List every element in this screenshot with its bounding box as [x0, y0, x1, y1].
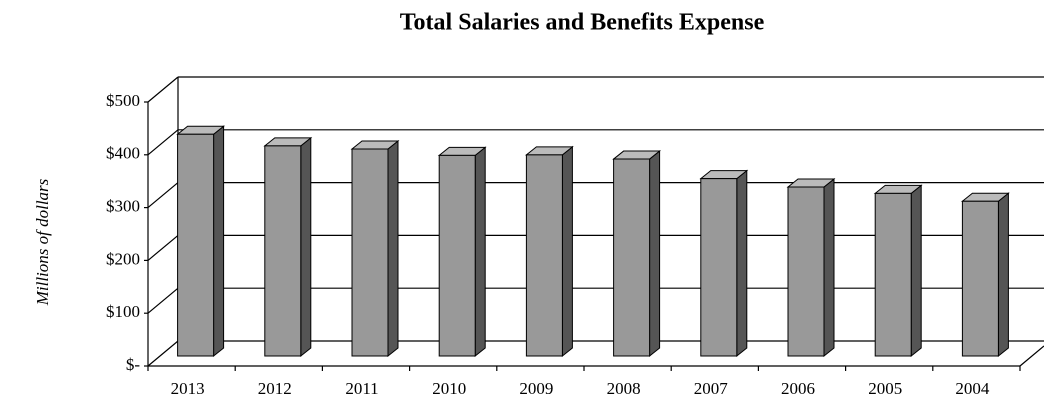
bar-side — [474, 146, 486, 358]
bar-side — [649, 150, 661, 358]
side-wall-line — [147, 287, 179, 314]
x-tick-label: 2005 — [868, 379, 902, 398]
x-tick-label: 2006 — [781, 379, 815, 398]
x-tick-label: 2004 — [955, 379, 990, 398]
side-wall-line — [147, 129, 179, 156]
chart-title: Total Salaries and Benefits Expense — [400, 10, 765, 36]
bar — [699, 169, 749, 358]
y-tick-label: $500 — [106, 91, 140, 110]
y-tick-label: $300 — [106, 197, 140, 216]
side-wall-line — [147, 76, 179, 103]
x-tick-label: 2010 — [432, 379, 466, 398]
floor-right — [1019, 345, 1044, 367]
bar — [263, 136, 313, 358]
y-tick-label: $200 — [106, 249, 140, 268]
bar — [873, 184, 923, 358]
bar-side — [823, 177, 835, 358]
bar-front — [613, 158, 651, 357]
bar-side — [997, 192, 1009, 358]
bar-side — [300, 136, 312, 358]
x-tick-label: 2009 — [519, 379, 553, 398]
bar-side — [387, 139, 399, 358]
bar — [612, 150, 662, 358]
x-tick-label: 2011 — [345, 379, 378, 398]
y-axis-label: Millions of dollars — [33, 178, 52, 306]
bar-front — [874, 192, 912, 357]
bar-side — [561, 145, 573, 358]
side-wall-line — [147, 340, 179, 367]
bar-side — [910, 184, 922, 358]
x-tick-label: 2012 — [258, 379, 292, 398]
bar-front — [177, 133, 215, 357]
x-tick-label: 2013 — [171, 379, 205, 398]
bar-front — [700, 178, 738, 357]
bar-front — [787, 186, 825, 357]
bar-front — [438, 154, 476, 357]
bar — [350, 139, 400, 358]
y-tick-label: $400 — [106, 144, 140, 163]
bar-front — [351, 148, 389, 357]
bar-side — [736, 169, 748, 358]
x-tick-label: 2008 — [607, 379, 641, 398]
bar — [786, 177, 836, 358]
bar-front — [961, 200, 999, 357]
bar — [960, 192, 1010, 358]
bar — [176, 125, 226, 358]
bar — [524, 145, 574, 358]
bar-side — [213, 125, 225, 358]
bar-front — [525, 154, 563, 357]
y-tick-label: $100 — [106, 302, 140, 321]
y-tick-label: $- — [126, 355, 141, 374]
side-wall-line — [147, 234, 179, 261]
x-tick-label: 2007 — [694, 379, 729, 398]
bar — [437, 146, 487, 358]
bar-front — [264, 145, 302, 357]
side-wall-line — [147, 182, 179, 209]
